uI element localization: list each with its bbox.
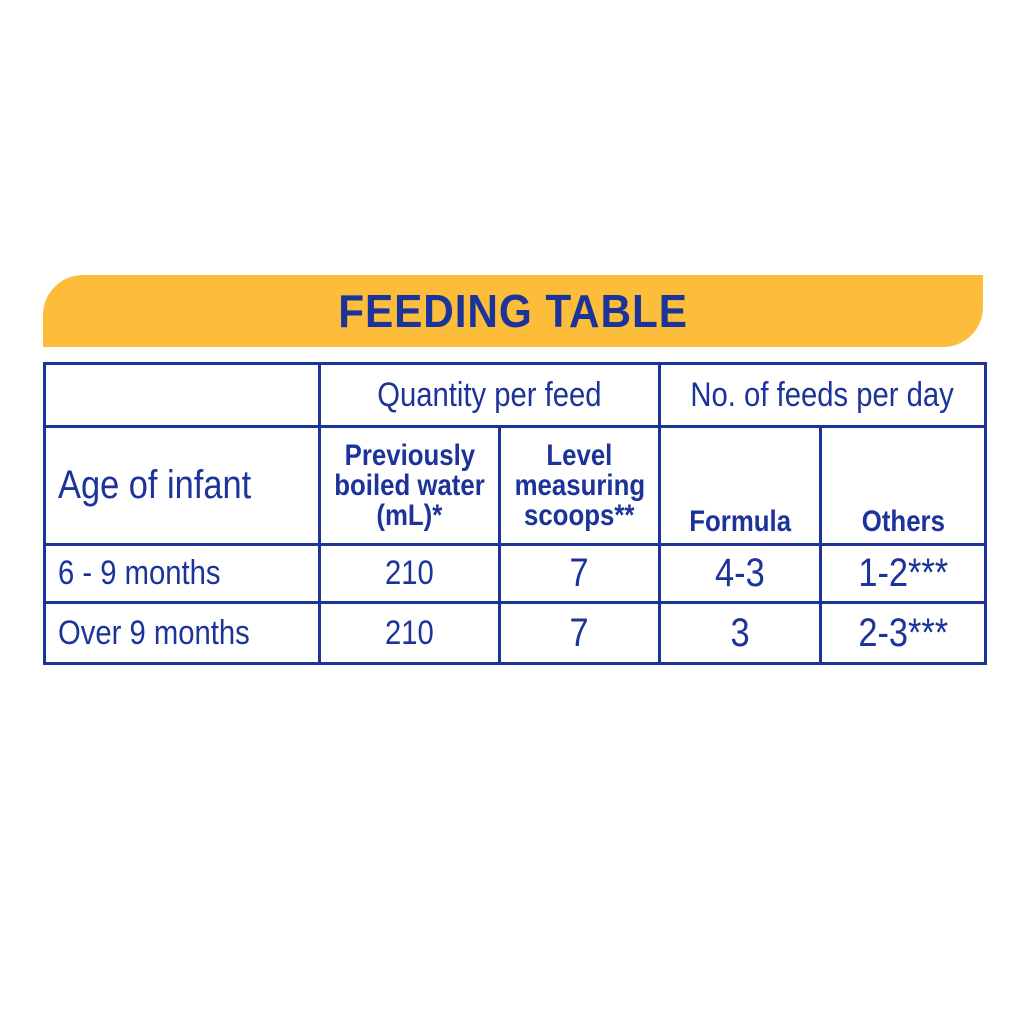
age-of-infant-header: Age of infant [43,425,321,546]
water-cell: 210 [318,543,501,604]
others-cell: 1-2*** [819,543,988,604]
water-cell: 210 [318,601,501,665]
title-banner: FEEDING TABLE [43,275,983,347]
header-row-groups: Quantity per feed No. of feeds per day [43,362,988,428]
formula-cell: 3 [658,601,823,665]
header-row-columns: Age of infant Previously boiled water (m… [43,425,988,546]
formula-header: Formula [658,425,823,546]
page-title: FEEDING TABLE [338,285,688,337]
table-row: 6 - 9 months 210 7 4-3 1-2*** [43,543,988,604]
empty-corner-cell [43,362,321,428]
scoops-cell: 7 [497,543,662,604]
others-cell: 2-3*** [819,601,988,665]
others-header: Others [819,425,988,546]
feeds-per-day-header: No. of feeds per day [658,362,988,428]
measuring-scoops-header: Level measuring scoops** [497,425,662,546]
scoops-cell: 7 [497,601,662,665]
age-cell: Over 9 months [43,601,321,665]
quantity-per-feed-header: Quantity per feed [317,362,662,428]
feeding-table: Quantity per feed No. of feeds per day A… [43,362,988,665]
boiled-water-header: Previously boiled water (mL)* [318,425,501,546]
table-row: Over 9 months 210 7 3 2-3*** [43,601,988,665]
age-cell: 6 - 9 months [43,543,321,604]
formula-cell: 4-3 [658,543,823,604]
